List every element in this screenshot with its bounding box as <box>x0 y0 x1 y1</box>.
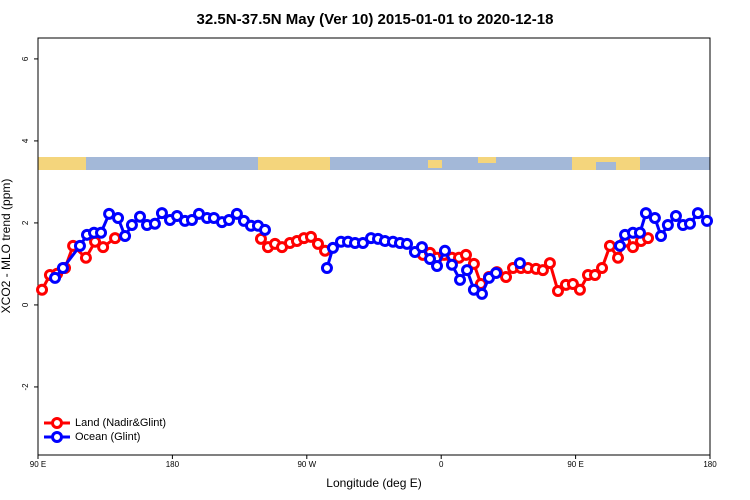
land-mask <box>38 157 710 170</box>
land-strip <box>38 157 86 170</box>
data-point <box>415 241 428 254</box>
data-point <box>683 217 696 230</box>
data-point <box>185 214 198 227</box>
x-tick-label: 90 W <box>297 460 316 469</box>
ocean-strip <box>596 162 616 170</box>
data-point <box>661 218 674 231</box>
y-axis-label: XCO2 - MLO trend (ppm) <box>0 179 13 314</box>
x-tick-label: 90 E <box>30 460 46 469</box>
data-point <box>73 239 86 252</box>
legend-marker <box>51 417 63 429</box>
data-point <box>95 226 108 239</box>
data-point <box>648 212 661 225</box>
legend-marker <box>51 431 63 443</box>
land-strip <box>428 160 442 168</box>
data-point <box>230 207 243 220</box>
x-tick-label: 0 <box>439 460 444 469</box>
data-point <box>320 262 333 275</box>
legend-label: Land (Nadir&Glint) <box>75 417 166 429</box>
data-point <box>691 207 704 220</box>
data-point <box>112 212 125 225</box>
chart-title: 32.5N-37.5N May (Ver 10) 2015-01-01 to 2… <box>197 11 554 28</box>
data-point <box>401 237 414 250</box>
data-point <box>304 230 317 243</box>
data-point <box>626 241 639 254</box>
y-tick-label: -2 <box>21 383 30 391</box>
data-point <box>258 223 271 236</box>
data-point <box>573 283 586 296</box>
data-point <box>589 268 602 281</box>
data-point <box>655 230 668 243</box>
data-point <box>551 284 564 297</box>
data-point <box>49 271 62 284</box>
data-point <box>467 257 480 270</box>
plot-frame <box>37 37 711 456</box>
data-point <box>613 239 626 252</box>
data-point <box>603 239 616 252</box>
data-point <box>97 241 110 254</box>
data-point <box>424 253 436 266</box>
data-point <box>103 207 116 220</box>
data-point <box>454 273 467 286</box>
data-point <box>148 217 161 230</box>
y-tick-label: 2 <box>21 220 30 225</box>
data-point <box>701 214 714 227</box>
land-strip <box>258 157 330 170</box>
data-point <box>109 232 122 245</box>
data-point <box>445 258 458 271</box>
data-point <box>612 251 625 264</box>
data-point <box>36 283 49 296</box>
data-point <box>500 271 513 284</box>
x-tick-label: 180 <box>166 460 180 469</box>
data-point <box>639 207 652 220</box>
data-point <box>459 248 472 261</box>
data-point <box>133 210 146 223</box>
data-point <box>155 207 168 220</box>
data-point <box>79 251 92 264</box>
data-point <box>125 218 138 231</box>
x-tick-label: 90 E <box>567 460 583 469</box>
data-point <box>596 262 609 275</box>
data-point <box>222 214 235 227</box>
data-point <box>438 244 451 257</box>
legend-label: Ocean (Glint) <box>75 431 140 443</box>
ocean-strip <box>38 157 710 170</box>
data-point <box>543 257 556 270</box>
data-point <box>633 226 646 239</box>
data-point <box>461 264 474 277</box>
data-point <box>312 237 324 250</box>
data-point <box>490 266 503 279</box>
y-tick-label: 6 <box>21 56 30 61</box>
data-point <box>669 209 682 222</box>
data-point <box>326 241 339 254</box>
land-strip <box>478 157 496 163</box>
data-point <box>254 232 267 245</box>
x-tick-label: 180 <box>703 460 717 469</box>
data-point <box>475 287 488 300</box>
data-point <box>513 257 526 270</box>
data-point <box>56 262 69 275</box>
data-point <box>536 264 549 277</box>
x-axis-label: Longitude (deg E) <box>326 476 421 490</box>
y-tick-label: 4 <box>21 138 30 143</box>
data-point <box>431 259 444 272</box>
data-point <box>642 232 655 245</box>
data-point <box>119 230 132 243</box>
y-tick-label: 0 <box>21 302 30 307</box>
data-point <box>356 237 369 250</box>
